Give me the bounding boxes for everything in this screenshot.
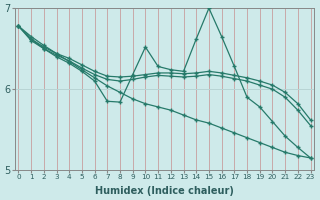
- X-axis label: Humidex (Indice chaleur): Humidex (Indice chaleur): [95, 186, 234, 196]
